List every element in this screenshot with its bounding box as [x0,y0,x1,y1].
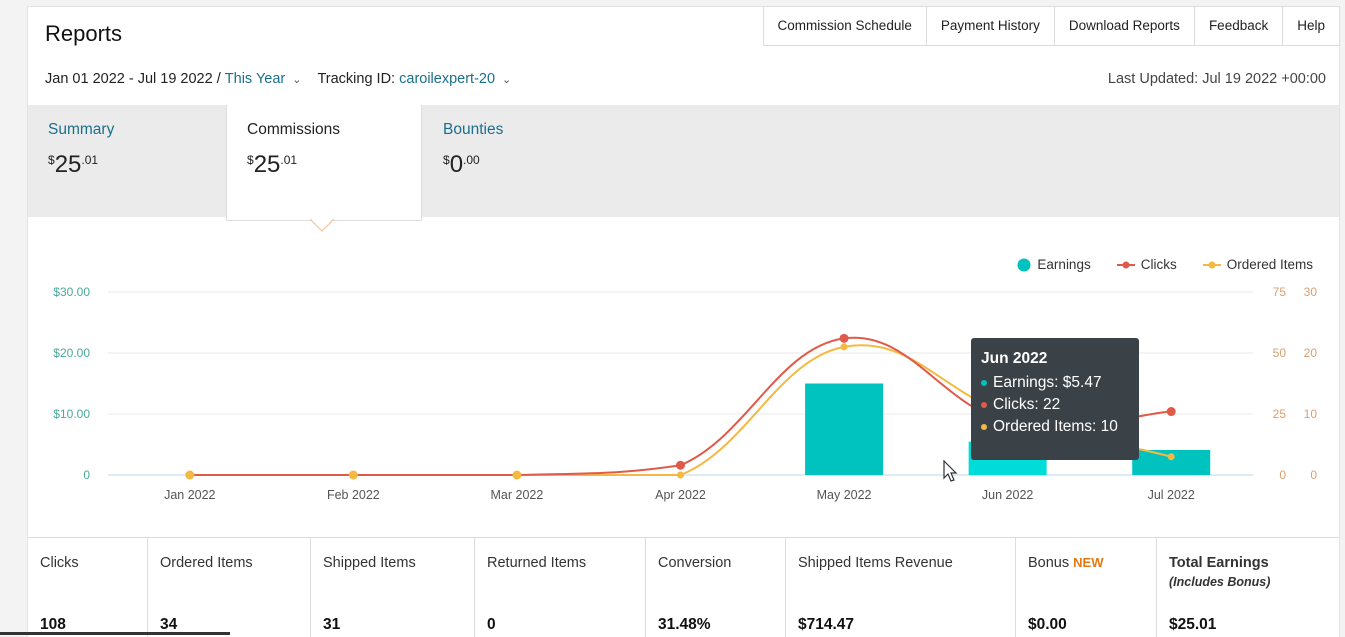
x-tick-label: May 2022 [817,488,872,502]
mouse-cursor-icon [943,460,958,482]
line-marker-icon [1202,261,1221,268]
legend-clicks[interactable]: Clicks [1116,257,1177,272]
tooltip-clicks: Clicks: 22 [981,396,1129,414]
chevron-down-icon[interactable]: ⌄ [292,73,302,86]
line-marker-icon [1116,261,1135,268]
x-tick-label: Jan 2022 [164,488,215,502]
earnings-bar [805,383,884,475]
top-nav: Commission Schedule Payment History Down… [762,6,1340,46]
chart-tooltip: Jun 2022 Earnings: $5.47 Clicks: 22 Orde… [971,338,1139,460]
y-right-inner-tick: 50 [1273,346,1287,360]
last-updated: Last Updated: Jul 19 2022 +00:00 [1107,71,1326,87]
y-right-inner-tick: 75 [1273,285,1287,299]
ordered-items-point [348,470,358,480]
y-left-tick: $30.00 [53,285,90,299]
earnings-chart: Earnings Clicks Ordered Items $30.00 75 30… [28,217,1339,537]
nav-payment-history[interactable]: Payment History [925,7,1054,45]
y-left-tick: 0 [83,468,90,482]
stat-conversion: Conversion 31.48% [646,538,786,637]
tab-amount: $25.01 [247,151,298,178]
x-tick-label: Apr 2022 [655,488,706,502]
legend-ordered-items[interactable]: Ordered Items [1202,257,1313,272]
stat-bonus: Bonus NEW $0.00 [1016,538,1157,637]
tab-bounties[interactable]: Bounties $0.00 [423,105,619,217]
stat-ordered-items: Ordered Items 34 [148,538,311,637]
ordered-items-point [1167,453,1175,461]
tab-amount: $25.01 [48,151,99,178]
nav-help[interactable]: Help [1282,7,1339,45]
active-tab-caret-icon [310,219,334,232]
stat-clicks: Clicks 108 [28,538,148,637]
chevron-down-icon[interactable]: ⌄ [502,73,512,86]
x-tick-label: Jun 2022 [982,488,1033,502]
y-right-inner-tick: 0 [1279,468,1286,482]
x-tick-label: Feb 2022 [327,488,380,502]
tracking-label: Tracking ID: [317,71,396,87]
y-left-tick: $10.00 [53,407,90,421]
tab-label: Bounties [443,121,504,138]
date-range: Jan 01 2022 - Jul 19 2022 / [45,71,221,87]
y-left-tick: $20.00 [53,346,90,360]
nav-download-reports[interactable]: Download Reports [1053,7,1194,45]
stat-total-earnings: Total Earnings (Includes Bonus) $25.01 [1169,555,1271,633]
x-tick-label: Mar 2022 [491,488,544,502]
nav-commission-schedule[interactable]: Commission Schedule [777,18,912,33]
clicks-point [839,333,849,343]
circle-icon [1017,258,1031,271]
y-right-inner-tick: 25 [1273,407,1287,421]
clicks-point [676,460,685,470]
tab-summary[interactable]: Summary $25.01 [28,105,224,217]
stat-shipped-items: Shipped Items 31 [311,538,475,637]
y-right-outer-tick: 20 [1304,346,1318,360]
tab-label: Commissions [247,121,341,138]
clicks-point [1166,407,1176,417]
ordered-items-point [185,470,195,480]
ordered-items-point [677,471,684,479]
tooltip-earnings: Earnings: $5.47 [981,374,1129,392]
tooltip-ordered: Ordered Items: 10 [981,418,1129,436]
ordered-items-point [840,343,848,351]
new-badge: NEW [1073,555,1104,570]
tab-commissions[interactable]: Commissions $25.01 [226,105,422,221]
y-right-outer-tick: 10 [1304,407,1318,421]
tooltip-title: Jun 2022 [981,350,1048,367]
summary-tabs: Summary $25.01 Commissions $25.01 Bounti… [28,105,1339,221]
nav-feedback[interactable]: Feedback [1193,7,1282,45]
x-tick-label: Jul 2022 [1148,488,1195,502]
stats-row: Clicks 108 Ordered Items 34 Shipped Items 3… [28,537,1339,637]
stat-shipped-revenue: Shipped Items Revenue $714.47 [786,538,1016,637]
y-right-outer-tick: 0 [1310,468,1317,482]
y-right-outer-tick: 30 [1304,285,1318,299]
legend-earnings[interactable]: Earnings [1017,257,1091,272]
reports-page: Reports Commission Schedule Payment Hist… [27,6,1340,637]
filter-bar: Jan 01 2022 - Jul 19 2022 / This Year ⌄ … [45,71,527,87]
stat-returned-items: Returned Items 0 [475,538,646,637]
taskbar-edge [0,632,230,635]
chart-plot-area: $30.00 75 30 $20.00 50 20 $10.00 25 10 0 0 0 Jan 202… [53,285,1318,502]
chart-legend: Earnings Clicks Ordered Items [991,257,1313,272]
tab-amount: $0.00 [443,151,480,178]
page-title: Reports [45,21,123,46]
tab-label: Summary [48,121,115,138]
ordered-items-point [512,470,522,480]
period-dropdown[interactable]: This Year [224,71,286,87]
tracking-id-dropdown[interactable]: caroilexpert-20 [399,71,496,87]
